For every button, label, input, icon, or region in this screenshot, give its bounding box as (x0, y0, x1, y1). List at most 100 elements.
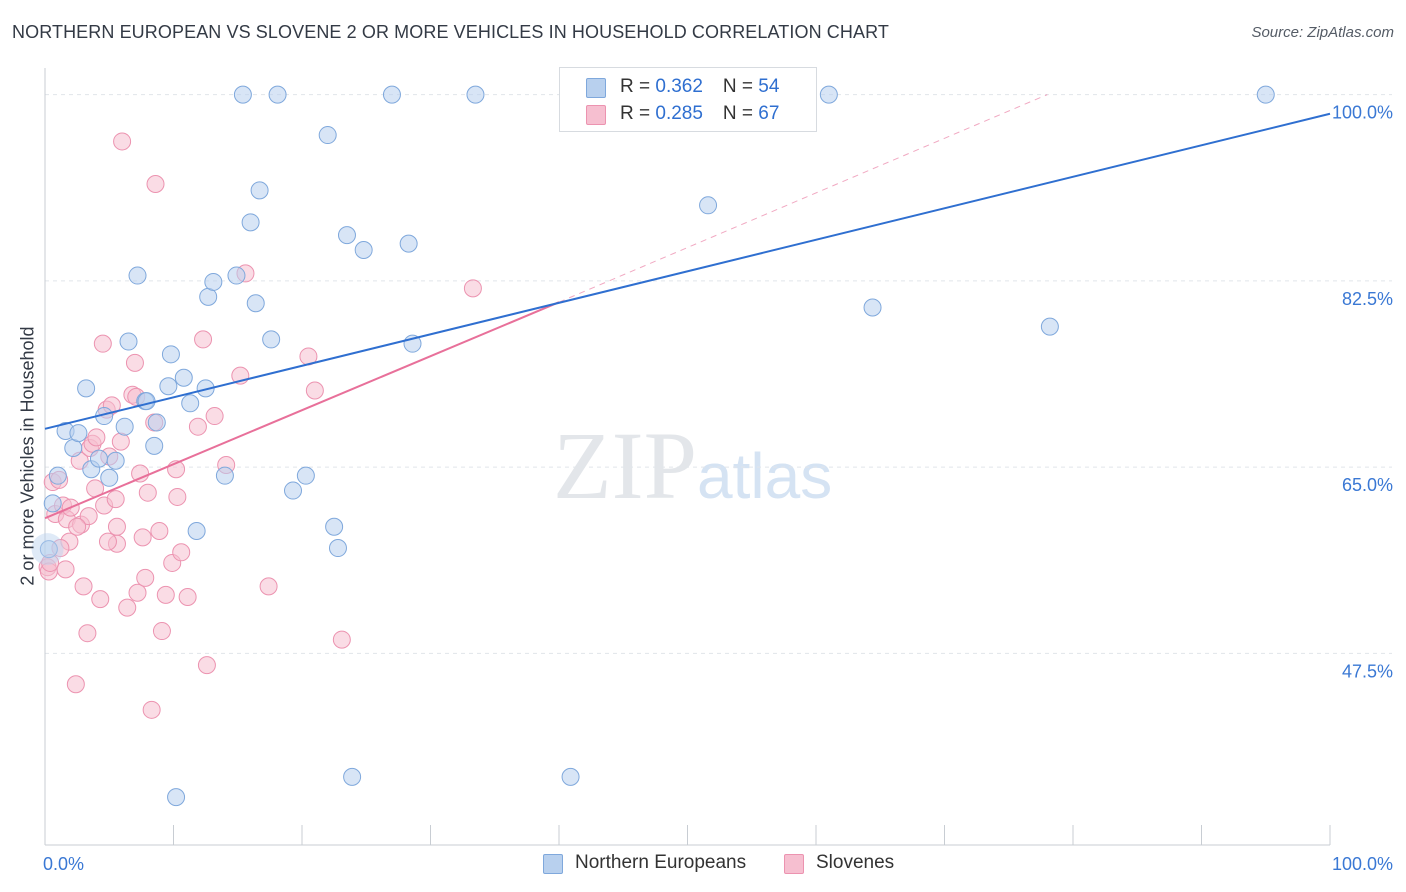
northern-europeans-point (89, 449, 108, 468)
x-tick-label: 100.0% (1332, 854, 1393, 874)
slovenes-point (68, 517, 87, 536)
northern-europeans-point (161, 345, 180, 364)
slovenes-trend-extension (558, 94, 1048, 303)
northern-europeans-point (268, 85, 287, 104)
legend-r-value: 0.362 (655, 76, 703, 97)
slovenes-point (79, 507, 98, 526)
x-tick-label: 0.0% (43, 854, 84, 874)
slovenes-point (74, 577, 93, 596)
northern-europeans-point (147, 413, 166, 432)
legend: R = 0.362 N = 54 R = 0.285 N = 67 (559, 67, 817, 132)
northern-europeans-point (167, 788, 186, 807)
northern-europeans-point (699, 196, 718, 215)
legend-n-value: 67 (758, 103, 780, 124)
northern-europeans-point (561, 767, 580, 786)
watermark-atlas: atlas (697, 440, 833, 512)
slovenes-point (93, 334, 112, 353)
legend-swatch-blue (586, 78, 606, 98)
slovenes-point (56, 560, 75, 579)
slovenes-point (305, 381, 324, 400)
northern-europeans-point (246, 294, 265, 313)
northern-europeans-point (187, 522, 206, 541)
northern-europeans-point (296, 466, 315, 485)
slovenes-point (133, 528, 152, 547)
legend-swatch-pink (586, 105, 606, 125)
slovenes-point (194, 330, 213, 349)
northern-europeans-point-large (31, 533, 64, 566)
northern-europeans-point (262, 330, 281, 349)
northern-europeans-point (204, 272, 223, 291)
northern-europeans-point (159, 377, 178, 396)
bottom-legend-label: Northern Europeans (575, 852, 747, 873)
northern-europeans-point (128, 266, 147, 285)
slovenes-points (38, 132, 482, 719)
watermark-zip: ZIP (553, 412, 697, 519)
bottom-legend-label: Slovenes (816, 852, 895, 873)
northern-europeans-point (145, 436, 164, 455)
slovenes-point (107, 517, 126, 536)
legend-r-label: R = (620, 76, 656, 97)
slovenes-point (178, 587, 197, 606)
legend-stats-northern-europeans: R = 0.362 N = 54 (620, 76, 779, 98)
slovenes-point (78, 624, 97, 643)
legend-n-label: N = (722, 103, 759, 124)
northern-europeans-point (39, 540, 58, 559)
slovenes-point (125, 353, 144, 372)
northern-europeans-point (1256, 85, 1275, 104)
slovenes-point (136, 568, 155, 587)
y-tick-label: 47.5% (1342, 661, 1393, 681)
slovenes-trend-line (44, 301, 560, 520)
slovenes-point (188, 417, 207, 436)
northern-europeans-point (43, 494, 62, 513)
northern-europeans-point (399, 234, 418, 253)
northern-europeans-point (466, 85, 485, 104)
northern-europeans-point (863, 298, 882, 317)
y-axis-title-text: 2 or more Vehicles in Household (17, 326, 38, 586)
slovenes-point (66, 675, 85, 694)
northern-europeans-point (250, 181, 269, 200)
slovenes-point (118, 598, 137, 617)
trend-lines (44, 94, 1331, 520)
northern-europeans-point (227, 266, 246, 285)
slovenes-point (128, 583, 147, 602)
y-tick-label: 82.5% (1342, 289, 1393, 309)
chart-title: NORTHERN EUROPEAN VS SLOVENE 2 OR MORE V… (12, 22, 889, 42)
slovenes-point (138, 483, 157, 502)
slovenes-point (98, 532, 117, 551)
slovenes-point (87, 428, 106, 447)
northern-europeans-point (174, 368, 193, 387)
slovenes-point (113, 132, 132, 151)
northern-europeans-point (354, 241, 373, 260)
slovenes-point (156, 585, 175, 604)
bottom-legend-swatch-blue (543, 854, 563, 874)
slovenes-point (146, 175, 165, 194)
slovenes-point (463, 279, 482, 298)
northern-europeans-point (137, 392, 156, 411)
northern-europeans-point (325, 517, 344, 536)
northern-europeans-point (819, 85, 838, 104)
slovenes-point (168, 487, 187, 506)
northern-europeans-point (69, 424, 88, 443)
northern-europeans-points (31, 85, 1275, 807)
legend-r-value: 0.285 (655, 103, 703, 124)
northern-europeans-point (100, 468, 119, 487)
northern-europeans-point (181, 394, 200, 413)
slovenes-point (205, 407, 224, 426)
northern-europeans-point (115, 417, 134, 436)
northern-europeans-point (284, 481, 303, 500)
watermark: ZIPatlas (553, 410, 832, 521)
slovenes-point (111, 432, 130, 451)
northern-europeans-point (337, 226, 356, 245)
northern-europeans-point (106, 451, 125, 470)
slovenes-point (197, 656, 216, 675)
slovenes-point (152, 622, 171, 641)
slovenes-point (172, 543, 191, 562)
northern-europeans-point (77, 379, 96, 398)
bottom-legend-swatch-pink (784, 854, 804, 874)
slovenes-point (150, 522, 169, 541)
source-label: Source: ZipAtlas.com (1251, 24, 1394, 41)
tick-labels: 47.5% 65.0% 82.5% 100.0% 0.0% 100.0% (43, 103, 1393, 874)
northern-europeans-point (328, 539, 347, 558)
slovenes-point (142, 700, 161, 719)
